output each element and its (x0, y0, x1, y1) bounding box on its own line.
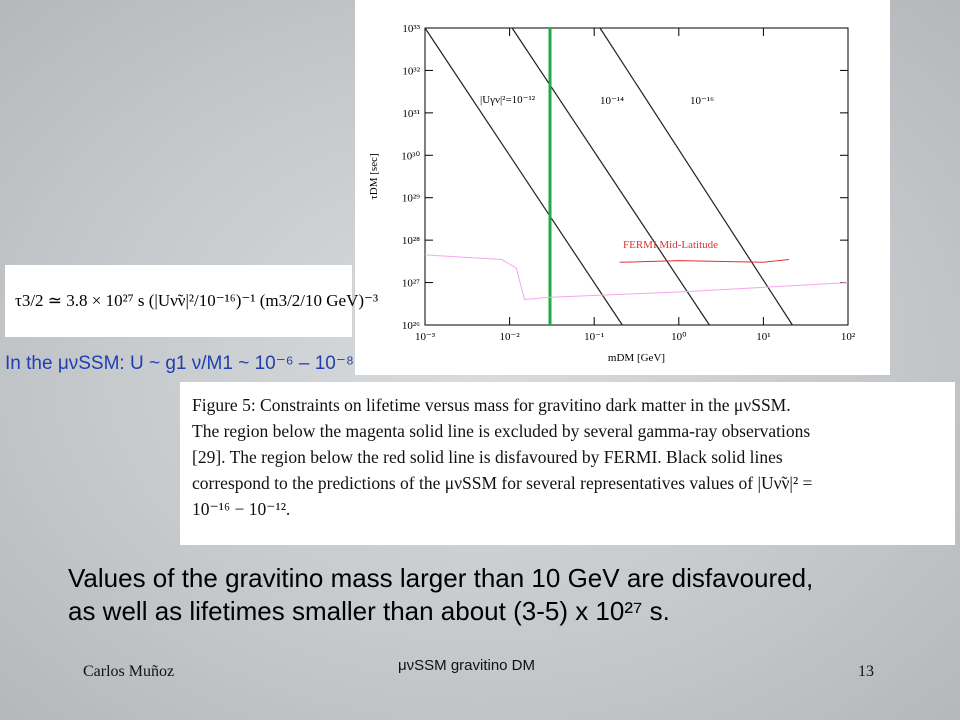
y-axis-label: τDM [sec] (368, 153, 380, 199)
series-line (619, 259, 789, 263)
equation: τ3/2 ≃ 3.8 × 10²⁷ s (|Uν̃ν|²/10⁻¹⁶)⁻¹ (m… (5, 265, 378, 337)
y-tick-label: 10²⁹ (402, 193, 420, 205)
x-tick-label: 10¹ (756, 331, 770, 343)
conclusion: Values of the gravitino mass larger than… (68, 562, 813, 628)
x-tick-label: 10⁻² (500, 331, 521, 343)
plot-frame (424, 27, 849, 326)
series-line (599, 27, 793, 326)
series-line (424, 254, 849, 301)
y-tick-label: 10³⁰ (401, 150, 420, 162)
series-label: FERMI Mid-Latitude (623, 239, 718, 251)
y-tick-label: 10³³ (402, 23, 420, 35)
plot-panel: 10⁻³ 10⁻² 10⁻¹ 10⁰ 10¹ 10² 10²⁶ 10²⁷ 10²⁸ 10²⁹ 10³… (355, 0, 890, 375)
caption-line: 10⁻¹⁶ − 10⁻¹². (192, 499, 291, 519)
conclusion-line: as well as lifetimes smaller than about … (68, 596, 670, 626)
footer-title: μνSSM gravitino DM (398, 657, 536, 674)
y-tick-label: 10²⁶ (402, 320, 420, 332)
intro-text: In the μνSSM: U ~ g1 ν/M1 ~ 10⁻⁶ – 10⁻⁸ (5, 353, 354, 374)
caption-line: correspond to the predictions of the μνS… (192, 473, 813, 493)
conclusion-line: Values of the gravitino mass larger than… (68, 563, 814, 593)
series-label: 10⁻¹⁶ (690, 95, 714, 107)
x-axis-label: mDM [GeV] (608, 352, 665, 364)
y-tick-label: 10³¹ (402, 108, 420, 120)
series-label: 10⁻¹⁴ (600, 95, 624, 107)
chart: 10⁻³ 10⁻² 10⁻¹ 10⁰ 10¹ 10² 10²⁶ 10²⁷ 10²⁸ 10²⁹ 10³… (368, 23, 856, 364)
page-number: 13 (858, 663, 874, 680)
caption-line: Figure 5: Constraints on lifetime versus… (192, 395, 791, 415)
caption: Figure 5: Constraints on lifetime versus… (180, 382, 955, 545)
footer-author: Carlos Muñoz (83, 663, 175, 680)
x-tick-label: 10⁻³ (415, 331, 436, 343)
caption-line: The region below the magenta solid line … (192, 421, 811, 441)
y-tick-label: 10²⁸ (402, 235, 420, 247)
x-tick-label: 10⁻¹ (584, 331, 604, 343)
series-label: |Uγν|²=10⁻¹² (480, 94, 536, 106)
series-line (511, 27, 710, 326)
caption-line: [29]. The region below the red solid lin… (192, 447, 783, 467)
x-tick-label: 10⁰ (671, 331, 687, 343)
y-tick-label: 10³² (402, 65, 420, 77)
series-line (424, 27, 623, 326)
x-tick-label: 10² (841, 331, 856, 343)
y-tick-label: 10²⁷ (402, 278, 420, 290)
